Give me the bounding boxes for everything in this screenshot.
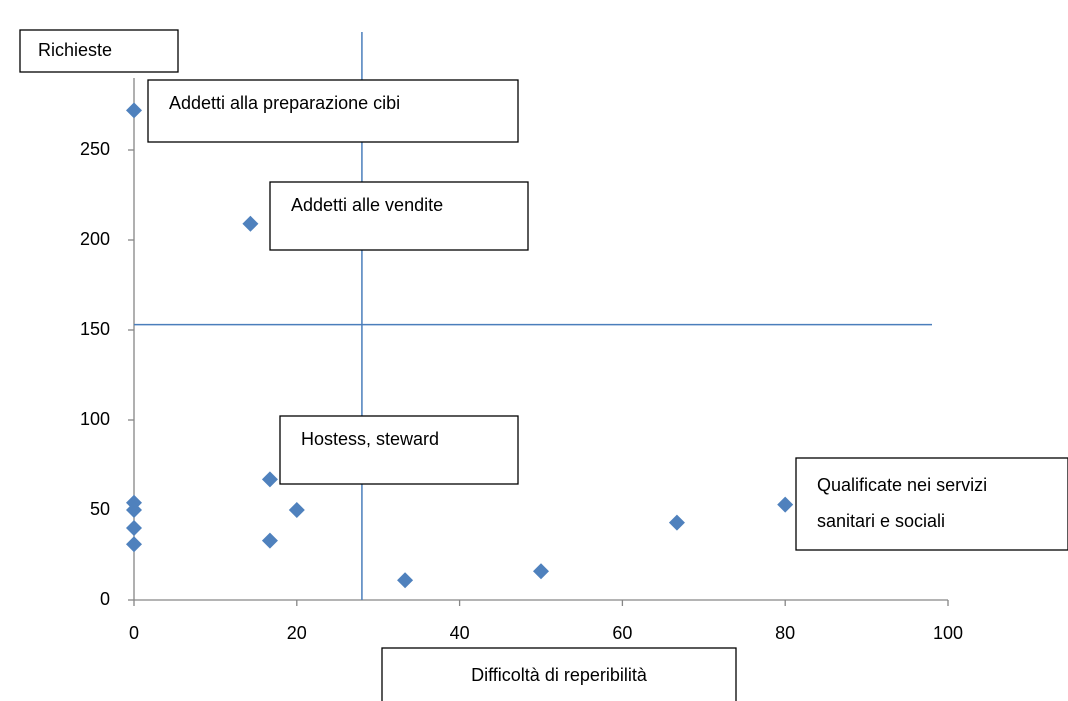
- data-point: [126, 102, 142, 119]
- y-tick-label: 200: [80, 229, 110, 249]
- data-point: [126, 502, 142, 518]
- y-tick-label: 0: [100, 589, 110, 609]
- y-tick-label: 50: [90, 499, 110, 519]
- x-tick-label: 40: [450, 623, 470, 643]
- y-label-box: [19, 29, 179, 73]
- x-tick-label: 80: [775, 623, 795, 643]
- y-axis-label: Richieste: [38, 40, 112, 60]
- x-tick-label: 0: [129, 623, 139, 643]
- y-tick-label: 250: [80, 139, 110, 159]
- data-point: [777, 496, 794, 513]
- annotation-box: [147, 79, 519, 143]
- data-point: [126, 520, 142, 536]
- annotation-box: [279, 415, 519, 485]
- y-tick-label: 150: [80, 319, 110, 339]
- annotation: Addetti alle vendite: [291, 195, 443, 215]
- data-point: [533, 563, 549, 580]
- annotation: Qualificate nei servizi: [817, 475, 987, 495]
- data-point: [242, 215, 259, 232]
- x-tick-label: 60: [612, 623, 632, 643]
- data-point: [261, 532, 278, 549]
- x-axis-label: Difficoltà di reperibilità: [471, 665, 648, 685]
- annotation: Hostess, steward: [301, 429, 439, 449]
- data-point: [668, 514, 685, 531]
- x-tick-label: 100: [933, 623, 963, 643]
- annotation: sanitari e sociali: [817, 511, 945, 531]
- x-tick-label: 20: [287, 623, 307, 643]
- data-point: [126, 536, 142, 553]
- x-label-box: [381, 647, 737, 701]
- data-point: [288, 502, 305, 518]
- annotation-box: [269, 181, 529, 251]
- data-point: [397, 572, 414, 589]
- y-tick-label: 100: [80, 409, 110, 429]
- annotation-box: [795, 457, 1068, 551]
- data-point: [261, 471, 278, 488]
- annotation: Addetti alla preparazione cibi: [169, 93, 400, 113]
